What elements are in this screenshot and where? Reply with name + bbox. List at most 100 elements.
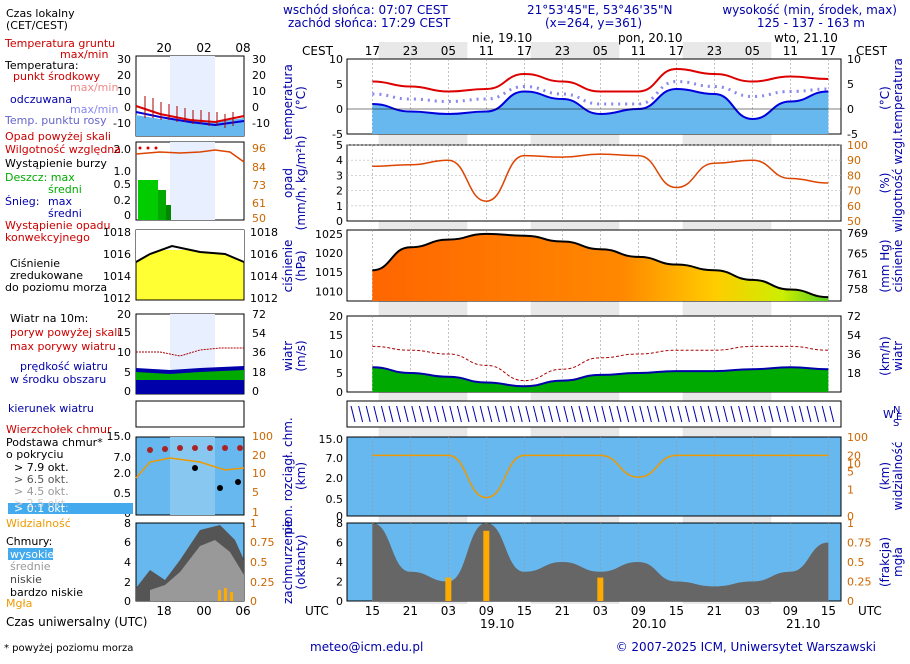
wind-arrow	[624, 405, 630, 423]
elev-values: 125 - 137 - 163 m	[757, 16, 865, 30]
legend-mid-maxmin: max/min	[70, 81, 118, 94]
legend-precip-over: Opad powyżej skali	[5, 130, 111, 143]
wind-arrow	[380, 405, 386, 423]
fog-right-label: mgła	[891, 547, 905, 577]
svg-text:10: 10	[117, 85, 131, 98]
legend-storm: Wystąpienie burzy	[5, 157, 107, 170]
y-tick-label: 36	[847, 348, 861, 361]
y-tick-label: 1010	[315, 285, 343, 298]
wind-arrow	[601, 405, 607, 423]
wind-area	[372, 367, 829, 392]
wind-arrow	[707, 405, 713, 423]
wind-arrow	[396, 405, 402, 423]
cest-tick-label: 17	[821, 44, 836, 58]
wind-arrow	[730, 405, 736, 423]
legend-cloud-base-2: o pokryciu	[6, 448, 63, 461]
small-axis-bottom-1: 18	[156, 604, 171, 618]
cloud-unit: (km)	[294, 462, 308, 490]
legend-clouds-high: wysokie	[10, 548, 54, 561]
wind-arrow	[464, 405, 470, 423]
wind-arrow	[434, 405, 440, 423]
humidity-right-unit: (%)	[878, 173, 892, 194]
legend-footnote: * powyżej poziomu morza	[4, 643, 133, 654]
fog-bar	[483, 530, 490, 601]
y-tick-label: 18	[847, 367, 861, 380]
wind-arrow	[798, 405, 804, 423]
y-tick-label: 72	[847, 310, 861, 323]
svg-text:96: 96	[252, 142, 266, 155]
svg-text:2: 2	[124, 576, 131, 589]
wind-arrow	[555, 405, 561, 423]
pressure-area	[372, 233, 829, 301]
svg-text:0: 0	[124, 101, 131, 114]
y-tick-label: 758	[847, 283, 868, 296]
visibility-right-label: widzialność	[891, 442, 905, 511]
temp-unit: (°C)	[294, 86, 308, 110]
wind-arrow	[783, 405, 789, 423]
wind-arrow	[563, 405, 569, 423]
svg-text:-10: -10	[113, 117, 131, 130]
wind-arrow	[776, 405, 782, 423]
svg-text:1: 1	[252, 506, 259, 519]
wind-arrow	[548, 405, 554, 423]
utc-tick-label: 21	[403, 604, 418, 618]
y-tick-label: 2	[336, 576, 343, 589]
wind-arrow	[654, 405, 660, 423]
wind-arrow	[502, 405, 508, 423]
svg-text:84: 84	[252, 161, 266, 174]
y-tick-label: 15.0	[319, 433, 344, 446]
y-tick-label: 5	[336, 139, 343, 152]
svg-text:73: 73	[252, 179, 266, 192]
wind-arrow	[570, 405, 576, 423]
utc-day-label-3: 21.10	[786, 617, 820, 631]
humidity-right-label: wilgotność wzgl.	[891, 134, 905, 233]
y-tick-label: 90	[847, 154, 861, 167]
svg-text:2.0: 2.0	[114, 467, 132, 480]
y-tick-label: 15	[329, 329, 343, 342]
small-axis-top-2: 02	[196, 41, 211, 55]
svg-text:10: 10	[252, 85, 266, 98]
wind-arrow	[456, 405, 462, 423]
wind-arrow	[388, 405, 394, 423]
wind-arrow	[403, 405, 409, 423]
cest-tick-label: 17	[517, 44, 532, 58]
y-tick-label: 60	[847, 200, 861, 213]
legend-temp: Temperatura:	[4, 59, 79, 72]
svg-text:36: 36	[252, 346, 266, 359]
legend-wind-avg-2: w środku obszaru	[10, 373, 106, 386]
footer-copyright: © 2007-2025 ICM, Uniwersytet Warszawski	[616, 640, 876, 654]
y-tick-label: 70	[847, 185, 861, 198]
panel-labels: temperatura (°C) (°C) temperatura opad (…	[281, 58, 905, 604]
cest-tick-label: 11	[479, 44, 494, 58]
y-tick-label: 0.5	[847, 556, 865, 569]
wind-arrow	[684, 405, 690, 423]
legend-clouds-mid: średnie	[10, 560, 51, 573]
y-tick-label: 10	[329, 53, 343, 66]
svg-text:2.0: 2.0	[114, 143, 132, 156]
press-label: ciśnienie	[281, 240, 295, 293]
fog-bar	[445, 577, 452, 601]
y-tick-label: 10	[847, 457, 861, 470]
svg-text:72: 72	[252, 308, 266, 321]
y-tick-label: 5	[847, 465, 854, 478]
cover-label: zachmurzenie	[281, 520, 295, 604]
utc-hour-ticks: 15 21 03 09 15 21 03 09 15 21 03 09 15	[365, 604, 836, 618]
cest-tick-label: 11	[631, 44, 646, 58]
small-axis-top-3: 08	[235, 41, 250, 55]
y-tick-label: 0	[336, 215, 343, 228]
svg-text:E: E	[896, 412, 902, 423]
wind-arrow	[578, 405, 584, 423]
y-tick-label: 0	[847, 595, 854, 608]
y-tick-label: 0	[847, 510, 854, 523]
y-tick-label: 1025	[315, 228, 343, 241]
y-tick-label: 8	[336, 517, 343, 530]
temp-right-unit: (°C)	[878, 86, 892, 110]
y-tick-label: 10	[329, 348, 343, 361]
y-tick-label: -5	[332, 128, 343, 141]
panel-frame	[346, 436, 842, 517]
day-label-1: nie, 19.10	[472, 31, 532, 45]
temp-label: temperatura	[281, 64, 295, 140]
wind-arrow	[593, 405, 599, 423]
y-tick-label: 4	[336, 154, 343, 167]
